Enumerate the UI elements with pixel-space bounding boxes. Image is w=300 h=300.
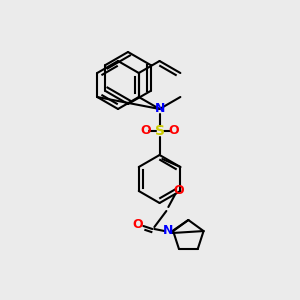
Text: O: O bbox=[140, 124, 151, 137]
Text: S: S bbox=[154, 124, 165, 138]
Text: N: N bbox=[154, 103, 165, 116]
Text: N: N bbox=[163, 224, 173, 238]
Text: O: O bbox=[173, 184, 184, 197]
Text: O: O bbox=[168, 124, 179, 137]
Text: O: O bbox=[132, 218, 143, 232]
